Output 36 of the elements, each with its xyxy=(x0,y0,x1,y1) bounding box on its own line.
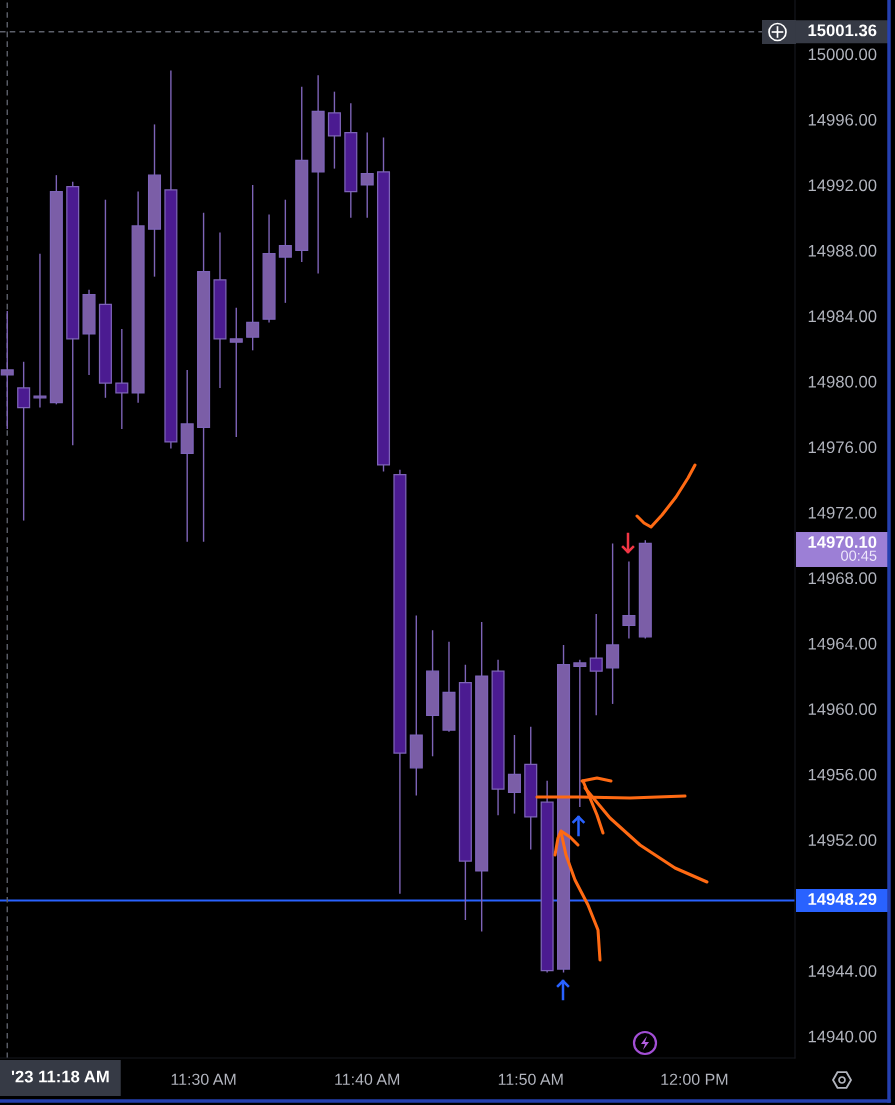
candlestick xyxy=(229,307,243,438)
y-tick-label: 14992.00 xyxy=(808,179,877,192)
candlestick xyxy=(0,310,14,430)
candlestick xyxy=(507,734,521,815)
y-tick-label: 14996.00 xyxy=(808,113,877,126)
y-tick-label: 14964.00 xyxy=(808,637,877,650)
candlestick xyxy=(360,131,374,219)
y-tick-label: 14940.00 xyxy=(808,1030,877,1043)
candlestick xyxy=(589,613,603,717)
y-tick-label: 14980.00 xyxy=(808,375,877,388)
y-tick-label: 14944.00 xyxy=(808,965,877,977)
candlestick xyxy=(327,90,341,170)
y-tick-label: 14988.00 xyxy=(808,244,877,257)
candlestick xyxy=(246,184,260,352)
y-tick-label: 14960.00 xyxy=(808,703,877,716)
x-tick-label: 11:40 AM xyxy=(335,1073,400,1086)
x-tick-label: 11:50 AM xyxy=(498,1073,563,1086)
y-tick-label: 14972.00 xyxy=(808,506,877,519)
candlestick xyxy=(573,659,587,808)
ref-line-label: 14948.29 xyxy=(808,893,877,905)
ref-line-label: 15001.36 xyxy=(808,24,877,37)
y-tick-label: 14976.00 xyxy=(808,441,877,454)
text: 14970.10 00:45 xyxy=(808,536,877,561)
candlestick xyxy=(622,560,636,640)
y-tick-label: 14984.00 xyxy=(808,310,877,323)
candlestick xyxy=(606,542,620,705)
y-tick-label: 15000.00 xyxy=(808,48,877,61)
y-tick-label: 14968.00 xyxy=(808,572,877,585)
x-tick-label: 12:00 PM xyxy=(661,1073,728,1086)
candlestick xyxy=(115,328,129,430)
y-tick-label: 14956.00 xyxy=(808,768,877,781)
y-tick-label: 14952.00 xyxy=(808,834,877,846)
candlestick xyxy=(278,199,292,304)
x-tick-label: 11:30 AM xyxy=(171,1073,236,1086)
ref-line-label: '23 11:18 AM xyxy=(11,1070,109,1083)
candlestick xyxy=(17,361,31,522)
